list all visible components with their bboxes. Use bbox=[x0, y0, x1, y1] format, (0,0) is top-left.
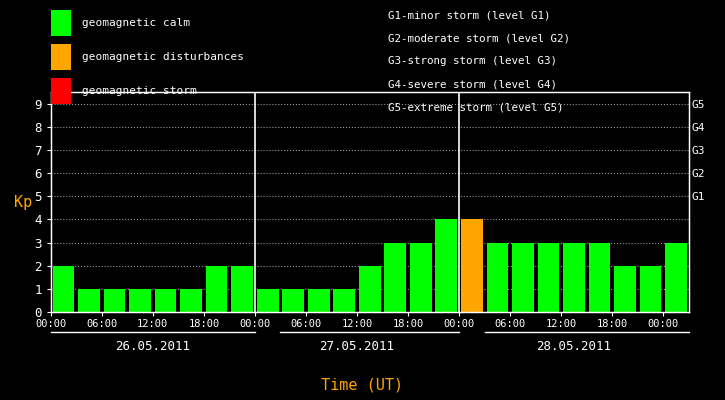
Text: G1-minor storm (level G1): G1-minor storm (level G1) bbox=[388, 10, 550, 20]
Text: geomagnetic calm: geomagnetic calm bbox=[82, 18, 190, 28]
Bar bbox=[308, 289, 330, 312]
Bar bbox=[563, 242, 585, 312]
Text: G4-severe storm (level G4): G4-severe storm (level G4) bbox=[388, 80, 557, 90]
Text: G5-extreme storm (level G5): G5-extreme storm (level G5) bbox=[388, 103, 563, 113]
Text: Time (UT): Time (UT) bbox=[321, 377, 404, 392]
Bar bbox=[282, 289, 304, 312]
Bar bbox=[537, 242, 559, 312]
Bar bbox=[384, 242, 406, 312]
Text: G3-strong storm (level G3): G3-strong storm (level G3) bbox=[388, 56, 557, 66]
Y-axis label: Kp: Kp bbox=[14, 194, 32, 210]
Bar bbox=[257, 289, 278, 312]
Bar bbox=[334, 289, 355, 312]
Bar bbox=[639, 266, 661, 312]
Bar bbox=[665, 242, 687, 312]
Bar bbox=[461, 219, 483, 312]
Bar bbox=[486, 242, 508, 312]
Text: geomagnetic storm: geomagnetic storm bbox=[82, 86, 196, 96]
Bar bbox=[154, 289, 176, 312]
Bar bbox=[589, 242, 610, 312]
Bar bbox=[512, 242, 534, 312]
Bar bbox=[359, 266, 381, 312]
Bar bbox=[53, 266, 75, 312]
Text: 27.05.2011: 27.05.2011 bbox=[320, 340, 394, 352]
Bar bbox=[104, 289, 125, 312]
Text: geomagnetic disturbances: geomagnetic disturbances bbox=[82, 52, 244, 62]
Bar bbox=[436, 219, 457, 312]
Text: 26.05.2011: 26.05.2011 bbox=[115, 340, 191, 352]
Bar bbox=[231, 266, 253, 312]
Bar bbox=[410, 242, 431, 312]
Bar bbox=[206, 266, 228, 312]
Bar bbox=[614, 266, 636, 312]
Bar bbox=[129, 289, 151, 312]
Text: 28.05.2011: 28.05.2011 bbox=[536, 340, 611, 352]
Bar bbox=[181, 289, 202, 312]
Text: G2-moderate storm (level G2): G2-moderate storm (level G2) bbox=[388, 33, 570, 43]
Bar bbox=[78, 289, 100, 312]
